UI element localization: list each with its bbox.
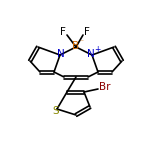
Text: N: N <box>57 49 65 59</box>
Text: Br: Br <box>99 82 111 92</box>
Text: F: F <box>60 27 66 37</box>
Text: ⁻: ⁻ <box>79 38 83 47</box>
Text: N: N <box>87 49 95 59</box>
Text: S: S <box>53 106 59 116</box>
Text: B: B <box>73 41 79 51</box>
Text: +: + <box>94 45 100 55</box>
Text: F: F <box>84 27 90 37</box>
